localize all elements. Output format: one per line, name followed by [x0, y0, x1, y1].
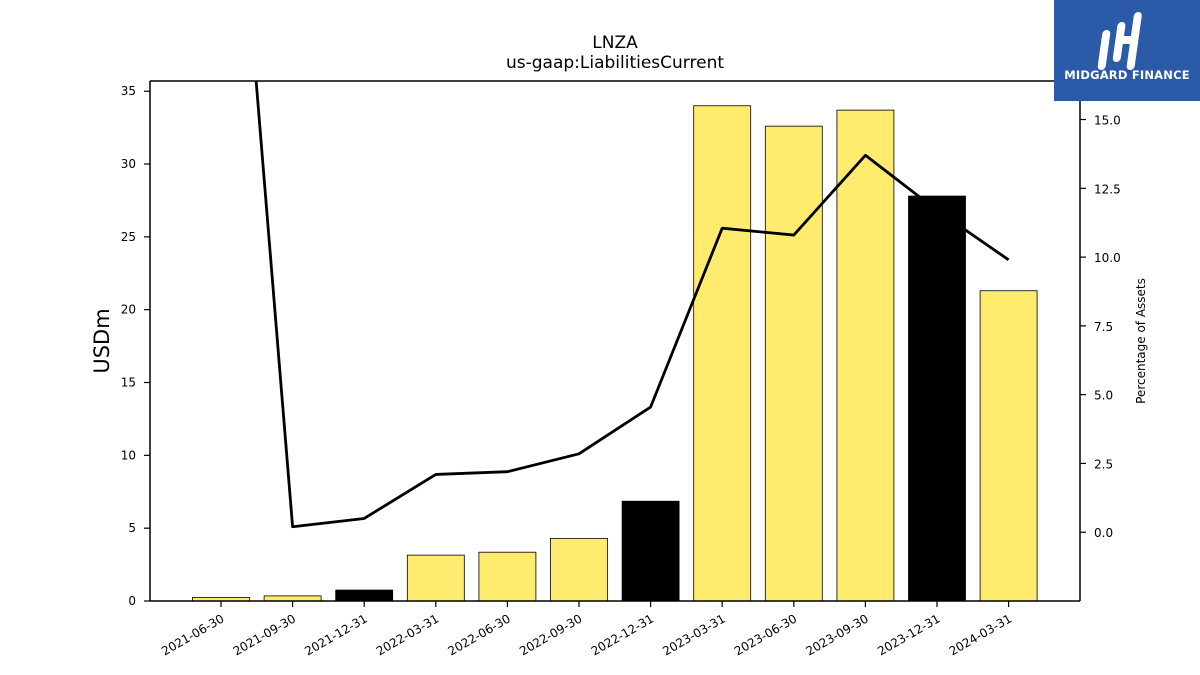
bar	[979, 290, 1038, 602]
bar	[764, 125, 823, 602]
bar	[550, 537, 608, 602]
y-tick-label: 20	[121, 303, 136, 317]
percentage-line	[254, 81, 1010, 529]
x-tick-label: 2023-06-30	[732, 611, 799, 658]
x-tick-label: 2022-03-31	[374, 611, 441, 658]
midgard-finance-logo: MIDGARD FINANCE	[1054, 0, 1200, 101]
x-tick-label: 2021-06-30	[159, 611, 226, 658]
bar	[908, 195, 966, 602]
bar	[693, 105, 752, 602]
bar	[263, 595, 322, 602]
y2-tick-label: 12.5	[1094, 182, 1121, 196]
x-tick-label: 2022-09-30	[517, 611, 584, 658]
x-tick-label: 2024-03-31	[947, 611, 1014, 658]
y-tick-label: 25	[121, 230, 136, 244]
x-tick-label: 2021-12-31	[302, 611, 369, 658]
bar	[478, 551, 537, 602]
y2-tick-label: 15.0	[1094, 114, 1121, 128]
y2-tick-label: 7.5	[1094, 320, 1113, 334]
axes: 0 5 10 15 20 25 30 35 0.0 2.5 5.0 7.5 10.0 12.5 15.0 20…	[121, 80, 1121, 658]
bar	[621, 500, 680, 602]
logo-mark-icon	[1097, 12, 1142, 70]
y-tick-label: 35	[121, 84, 136, 98]
x-tick-label: 2022-06-30	[445, 611, 512, 658]
bar	[406, 554, 465, 602]
y-tick-label: 30	[121, 157, 136, 171]
logo-text: MIDGARD FINANCE	[1064, 68, 1190, 82]
line-series	[254, 81, 1010, 529]
x-tick-label: 2023-09-30	[803, 611, 870, 658]
chart-subtitle: us-gaap:LiabilitiesCurrent	[506, 53, 724, 73]
y-axis-label: USDm	[90, 308, 114, 373]
bar	[836, 109, 895, 602]
y-tick-label: 10	[121, 448, 136, 462]
bar-series	[192, 105, 1038, 602]
x-tick-label: 2021-09-30	[231, 611, 298, 658]
x-tick-label: 2023-12-31	[875, 611, 942, 658]
x-tick-label: 2022-12-31	[589, 611, 656, 658]
y2-axis-label: Percentage of Assets	[1134, 278, 1148, 404]
bar	[335, 589, 394, 602]
y2-tick-label: 5.0	[1094, 389, 1113, 403]
y2-tick-label: 0.0	[1094, 526, 1113, 540]
y-tick-label: 0	[128, 594, 136, 608]
y-tick-label: 5	[128, 521, 136, 535]
y2-tick-label: 10.0	[1094, 251, 1121, 265]
y2-tick-label: 2.5	[1094, 457, 1113, 471]
x-tick-label: 2023-03-31	[660, 611, 727, 658]
y-tick-label: 15	[121, 376, 136, 390]
chart-title: LNZA	[592, 33, 638, 53]
